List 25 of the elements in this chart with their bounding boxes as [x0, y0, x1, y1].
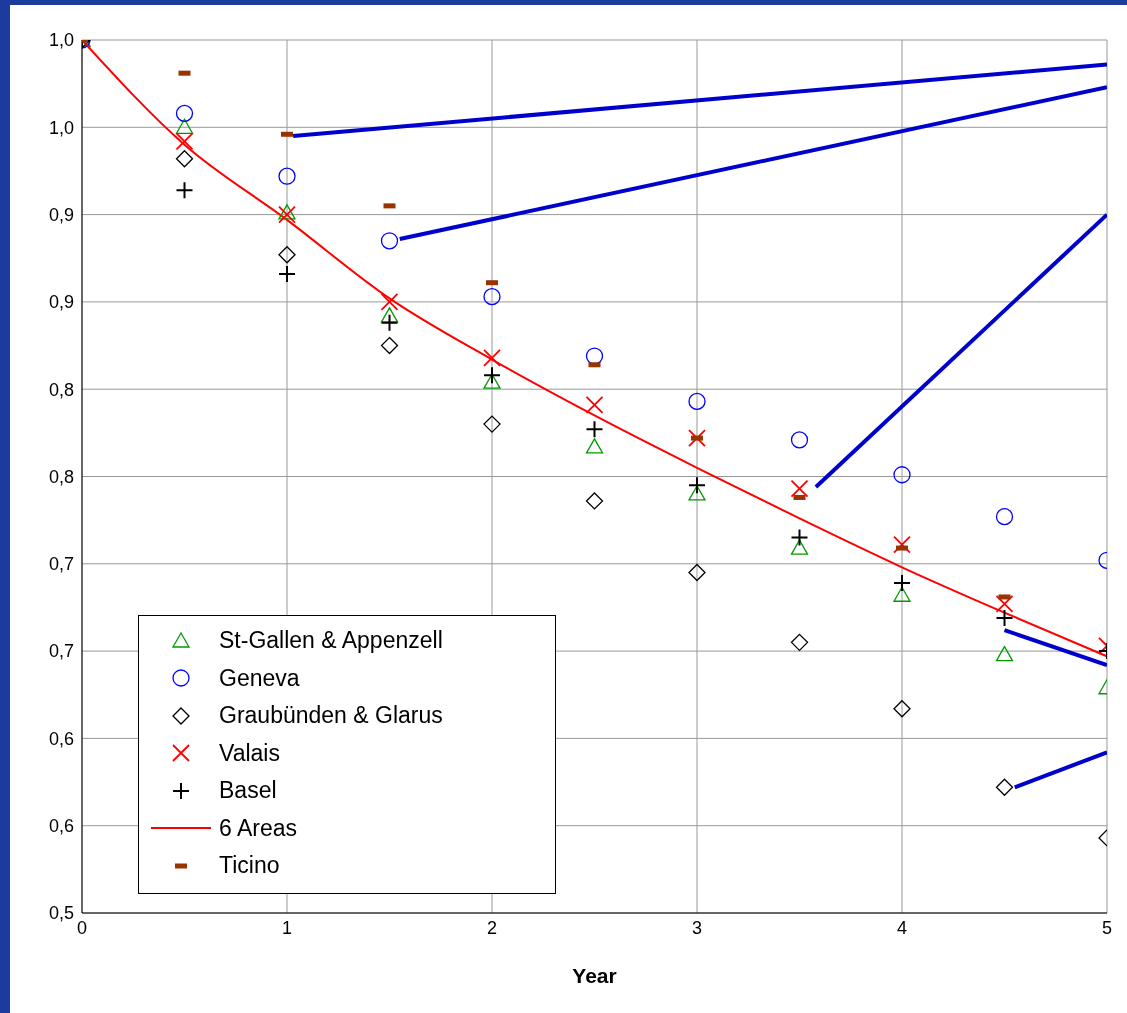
y-tick-label: 0,6 — [48, 816, 74, 837]
y-tick-label: 1,0 — [48, 117, 74, 138]
legend-label: Geneva — [219, 664, 300, 692]
x-tick-label: 0 — [76, 917, 88, 938]
y-tick-label: 1,0 — [48, 30, 74, 51]
x-tick-label: 4 — [896, 917, 908, 938]
y-tick-label: 0,5 — [48, 903, 74, 924]
x-axis-title: Year — [572, 964, 617, 987]
legend-label: Ticino — [219, 852, 280, 880]
x-tick-label: 5 — [1101, 917, 1113, 938]
y-tick-label: 0,9 — [48, 204, 74, 225]
y-tick-label: 0,8 — [48, 379, 74, 400]
x-tick-label: 2 — [486, 917, 498, 938]
x-tick-label: 1 — [281, 917, 293, 938]
legend-label: 6 Areas — [219, 814, 297, 842]
legend-label: Graubünden & Glarus — [219, 702, 443, 730]
legend-label: St-Gallen & Appenzell — [219, 627, 443, 655]
y-tick-label: 0,9 — [48, 292, 74, 313]
x-tick-label: 3 — [691, 917, 703, 938]
y-tick-label: 0,6 — [48, 728, 74, 749]
legend-label: Basel — [219, 777, 277, 805]
legend-label: Valais — [219, 739, 280, 767]
y-tick-label: 0,8 — [48, 466, 74, 487]
y-tick-label: 0,7 — [48, 641, 74, 662]
y-tick-label: 0,7 — [48, 554, 74, 575]
